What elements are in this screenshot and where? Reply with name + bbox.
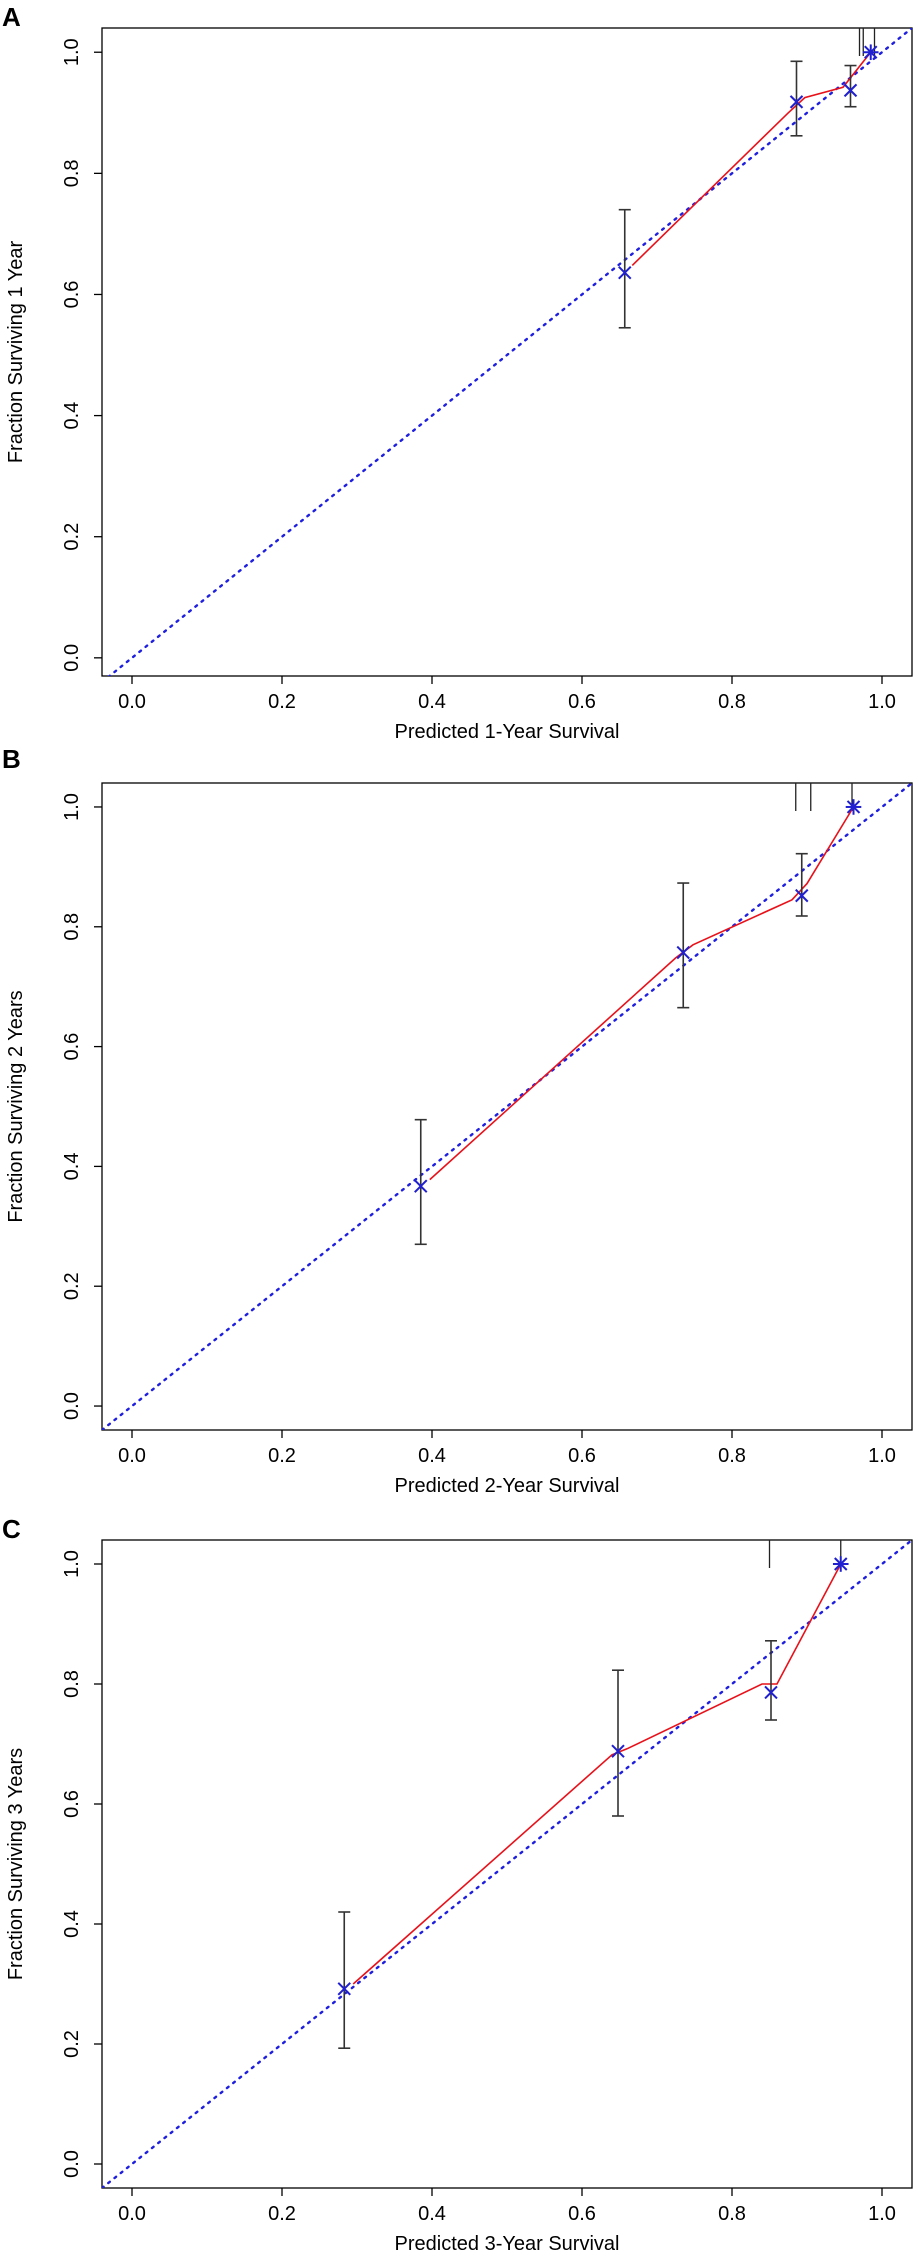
- plot-frame: [101, 1539, 913, 2189]
- error-bar: [677, 882, 690, 1009]
- panel-label: B: [2, 744, 21, 774]
- x-tick-label: 0.6: [568, 1445, 596, 1467]
- error-bar: [612, 1669, 624, 1817]
- data-point-stroke-b: [843, 83, 858, 98]
- data-point: [843, 83, 858, 98]
- data-point: [764, 1685, 778, 1700]
- data-point-stroke-b: [789, 95, 804, 109]
- y-tick-label: 0.2: [61, 2030, 83, 2058]
- data-point: [789, 95, 804, 109]
- y-axis-title: Fraction Surviving 3 Years: [5, 1748, 27, 1980]
- error-bar: [795, 852, 808, 917]
- calibration-line: [352, 1563, 842, 1985]
- x-axis-title: Predicted 3-Year Survival: [395, 2233, 620, 2255]
- error-bar: [844, 64, 857, 108]
- x-tick-label: 0.6: [568, 691, 596, 713]
- y-tick-label: 1.0: [61, 38, 83, 66]
- data-point: [862, 44, 879, 61]
- error-bar: [618, 208, 631, 329]
- x-tick-label: 0.2: [268, 1445, 296, 1467]
- plot-area: [102, 783, 912, 1430]
- data-point-stroke-b: [337, 1982, 351, 1996]
- y-tick-label: 0.6: [61, 281, 83, 309]
- y-tick-label: 0.2: [61, 1272, 83, 1300]
- y-tick-label: 0.8: [61, 913, 83, 941]
- panel-label: C: [2, 1514, 21, 1544]
- data-point-stroke-b: [611, 1744, 625, 1758]
- x-tick-label: 0.4: [418, 1445, 446, 1467]
- x-axis-title: Predicted 1-Year Survival: [395, 721, 620, 743]
- data-point: [414, 1179, 428, 1193]
- calibration-line: [631, 51, 872, 266]
- x-tick-label: 1.0: [868, 1445, 896, 1467]
- error-bar: [338, 1911, 351, 2049]
- y-axis-title: Fraction Surviving 1 Year: [5, 240, 27, 463]
- x-axis-title: Predicted 2-Year Survival: [395, 1475, 620, 1497]
- reference-line: [102, 1540, 912, 2188]
- y-tick-label: 0.2: [61, 523, 83, 551]
- data-point: [676, 945, 690, 960]
- y-tick-label: 0.4: [61, 1153, 83, 1181]
- error-bar: [414, 1118, 427, 1246]
- data-point: [795, 888, 809, 903]
- data-point: [845, 799, 862, 815]
- x-tick-label: 0.4: [418, 2203, 446, 2225]
- y-tick-label: 0.0: [61, 1392, 83, 1420]
- reference-line: [102, 783, 912, 1430]
- y-tick-label: 0.6: [61, 1033, 83, 1061]
- data-point-stroke-b: [414, 1179, 428, 1193]
- panel-b: B 0.0 0.2 0.4 0.6 0.8 1.0 0.0 0.2 0.4 0.6 0.8 1.0 Pre…: [2, 744, 913, 1497]
- data-point-stroke-b: [676, 945, 690, 960]
- y-tick-label: 0.6: [61, 1790, 83, 1818]
- x-tick-label: 0.0: [118, 691, 146, 713]
- x-tick-label: 0.0: [118, 1445, 146, 1467]
- x-tick-label: 0.8: [718, 2203, 746, 2225]
- calibration-line: [429, 806, 855, 1181]
- x-tick-label: 0.6: [568, 2203, 596, 2225]
- error-bar: [790, 60, 803, 137]
- data-point: [618, 265, 632, 280]
- x-tick-label: 0.8: [718, 1445, 746, 1467]
- plot-area: [107, 28, 912, 676]
- x-tick-label: 0.4: [418, 691, 446, 713]
- panel-a: A 0.0 0.2 0.4 0.6 0.8 1.0 0.0 0.2 0.4 0.6 0.8 1.0 Pre…: [2, 2, 913, 743]
- y-axis-title: Fraction Surviving 2 Years: [5, 990, 27, 1222]
- data-point-stroke-b: [618, 265, 632, 280]
- y-tick-label: 1.0: [61, 793, 83, 821]
- data-point: [611, 1744, 625, 1758]
- y-tick-label: 0.0: [61, 644, 83, 672]
- y-tick-label: 0.4: [61, 402, 83, 430]
- y-tick-label: 0.0: [61, 2150, 83, 2178]
- plot-frame: [101, 27, 913, 677]
- plot-frame: [101, 782, 913, 1431]
- x-tick-label: 0.0: [118, 2203, 146, 2225]
- x-tick-label: 1.0: [868, 2203, 896, 2225]
- panel-c: C 0.0 0.2 0.4 0.6 0.8 1.0 0.0 0.2 0.4 0.6 0.8 1.0 Pre…: [2, 1514, 913, 2255]
- x-tick-label: 0.2: [268, 2203, 296, 2225]
- data-point-stroke-b: [764, 1685, 778, 1700]
- y-tick-label: 0.4: [61, 1910, 83, 1938]
- y-tick-label: 0.8: [61, 159, 83, 187]
- x-tick-label: 0.8: [718, 691, 746, 713]
- panel-label: A: [2, 2, 21, 32]
- plot-area: [102, 1540, 912, 2188]
- y-tick-label: 0.8: [61, 1670, 83, 1698]
- data-point-stroke-b: [795, 888, 809, 903]
- reference-line: [107, 28, 912, 676]
- x-tick-label: 0.2: [268, 691, 296, 713]
- error-bar: [765, 1640, 777, 1721]
- data-point: [337, 1982, 351, 1996]
- data-point: [832, 1556, 849, 1572]
- x-tick-label: 1.0: [868, 691, 896, 713]
- y-tick-label: 1.0: [61, 1550, 83, 1578]
